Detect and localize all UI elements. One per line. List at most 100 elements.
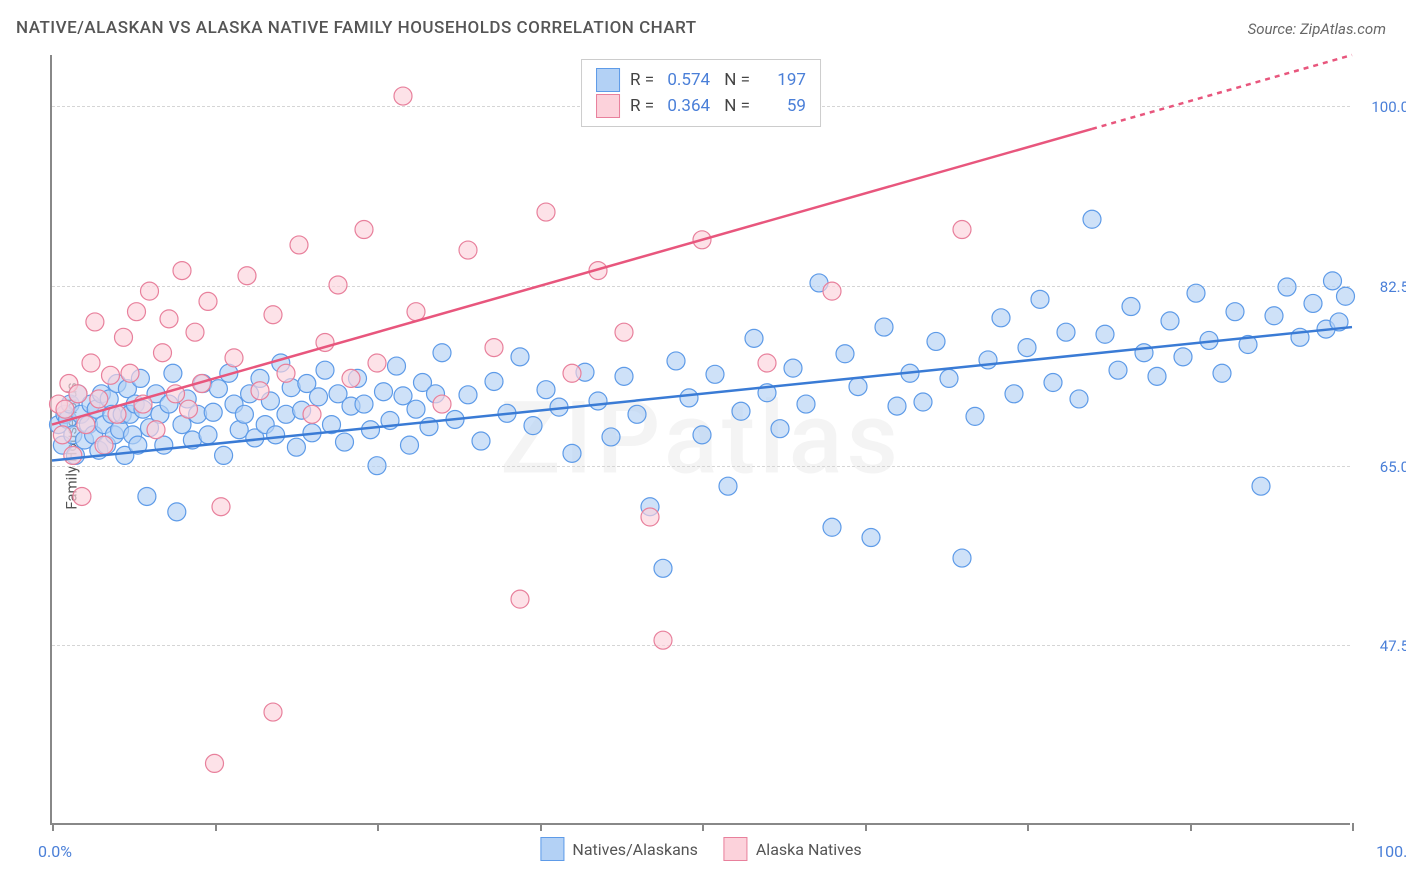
data-point [485,372,503,390]
data-point [966,407,984,425]
data-point [1005,385,1023,403]
data-point [784,359,802,377]
data-point [264,703,282,721]
data-point [732,402,750,420]
data-point [212,498,230,516]
data-point [1031,290,1049,308]
plot-area: ZIPatlas 47.5%65.0%82.5%100.0% R =0.574 … [50,55,1350,825]
data-point [1161,312,1179,330]
data-point [1252,477,1270,495]
data-point [95,436,113,454]
data-point [524,417,542,435]
data-point [86,313,104,331]
data-point [771,420,789,438]
data-point [154,344,172,362]
data-point [82,354,100,372]
data-point [1083,210,1101,228]
data-point [102,366,120,384]
data-point [199,292,217,310]
x-tick [215,823,217,831]
data-point [680,389,698,407]
data-point [77,416,95,434]
data-point [235,405,253,423]
data-point [459,386,477,404]
data-point [1018,339,1036,357]
data-point [215,446,233,464]
data-point [115,328,133,346]
data-point [336,433,354,451]
scatter-plot [52,55,1350,823]
data-point [69,385,87,403]
data-point [836,345,854,363]
data-point [1148,367,1166,385]
data-point [160,310,178,328]
data-point [56,400,74,418]
data-point [628,405,646,423]
n-value-1: 197 [760,70,806,90]
y-tick-label: 100.0% [1360,98,1406,116]
legend-bottom: Natives/Alaskans Alaska Natives [540,837,861,861]
swatch-blue-icon [540,837,564,861]
data-point [1226,303,1244,321]
data-point [53,426,71,444]
data-point [1187,284,1205,302]
data-point [589,392,607,410]
data-point [953,221,971,239]
data-point [141,282,159,300]
data-point [1070,390,1088,408]
x-tick [1027,823,1029,831]
data-point [388,357,406,375]
data-point [164,364,182,382]
data-point [206,754,224,772]
data-point [407,303,425,321]
data-point [394,387,412,405]
data-point [1096,325,1114,343]
data-point [303,405,321,423]
x-tick [865,823,867,831]
data-point [1265,307,1283,325]
data-point [433,395,451,413]
data-point [375,383,393,401]
data-point [992,309,1010,327]
data-point [290,236,308,254]
data-point [537,381,555,399]
data-point [719,477,737,495]
data-point [563,444,581,462]
data-point [316,361,334,379]
data-point [615,367,633,385]
data-point [797,395,815,413]
data-point [511,590,529,608]
x-tick [1190,823,1192,831]
data-point [310,388,328,406]
data-point [667,352,685,370]
data-point [1278,278,1296,296]
data-point [1337,287,1355,305]
data-point [641,508,659,526]
data-point [368,457,386,475]
n-value-2: 59 [760,96,806,116]
data-point [251,382,269,400]
legend-stats-row-2: R =0.364 N =59 [596,94,806,118]
data-point [204,403,222,421]
data-point [654,631,672,649]
data-point [875,318,893,336]
data-point [1324,272,1342,290]
y-tick-label: 47.5% [1360,637,1406,655]
data-point [888,397,906,415]
data-point [654,559,672,577]
data-point [342,369,360,387]
data-point [914,393,932,411]
data-point [745,329,763,347]
data-point [862,529,880,547]
data-point [128,303,146,321]
data-point [329,276,347,294]
x-tick [540,823,542,831]
data-point [1057,323,1075,341]
chart-title: NATIVE/ALASKAN VS ALASKA NATIVE FAMILY H… [16,18,697,38]
data-point [407,400,425,418]
y-tick-label: 65.0% [1360,458,1406,476]
x-tick [377,823,379,831]
data-point [1174,348,1192,366]
data-point [459,241,477,259]
x-axis-min-label: 0.0% [38,842,72,861]
